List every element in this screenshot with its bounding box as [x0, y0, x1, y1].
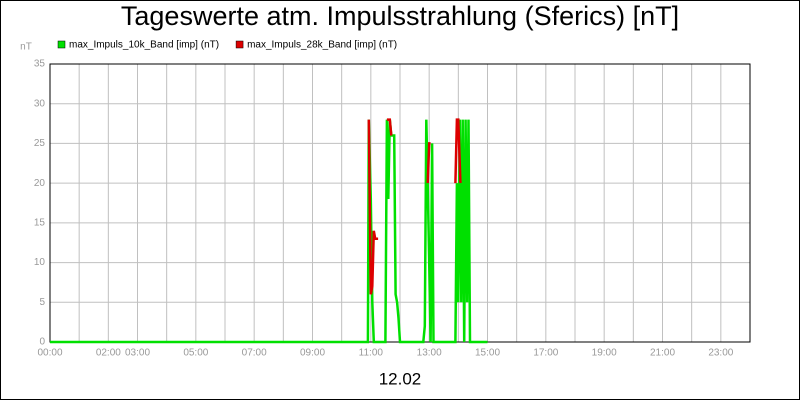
y-tick-label: 5	[39, 297, 45, 308]
x-tick-label: 07:00	[242, 348, 267, 359]
legend-swatch	[235, 40, 244, 49]
legend-label: max_Impuls_28k_Band [imp] (nT)	[247, 40, 397, 51]
x-tick-label: 13:00	[417, 348, 442, 359]
data-line	[367, 118, 462, 295]
y-tick-label: 25	[34, 138, 46, 149]
x-tick-label: 09:00	[300, 348, 325, 359]
y-tick-label: 0	[39, 337, 45, 348]
x-tick-label: 17:00	[533, 348, 558, 359]
chart-title: Tageswerte atm. Impulsstrahlung (Sferics…	[121, 1, 679, 31]
legend-label: max_Impuls_10k_Band [imp] (nT)	[69, 40, 219, 51]
x-tick-label: 05:00	[183, 348, 208, 359]
x-tick-label: 03:00	[125, 348, 150, 359]
y-tick-label: 35	[34, 59, 46, 70]
x-tick-label: 02:00	[96, 348, 121, 359]
x-tick-label: 23:00	[708, 348, 733, 359]
y-tick-label: 30	[34, 98, 46, 109]
x-axis-label: 12.02	[379, 369, 422, 388]
legend-swatch	[57, 40, 66, 49]
x-tick-label: 00:00	[37, 348, 62, 359]
y-tick-label: 10	[34, 257, 46, 268]
x-tick-label: 19:00	[592, 348, 617, 359]
x-tick-label: 21:00	[650, 348, 675, 359]
y-tick-label: 15	[34, 217, 46, 228]
y-axis-label: nT	[20, 42, 32, 53]
x-tick-label: 15:00	[475, 348, 500, 359]
data-line	[50, 119, 488, 344]
x-tick-label: 11:00	[359, 348, 384, 359]
y-tick-label: 20	[34, 178, 46, 189]
